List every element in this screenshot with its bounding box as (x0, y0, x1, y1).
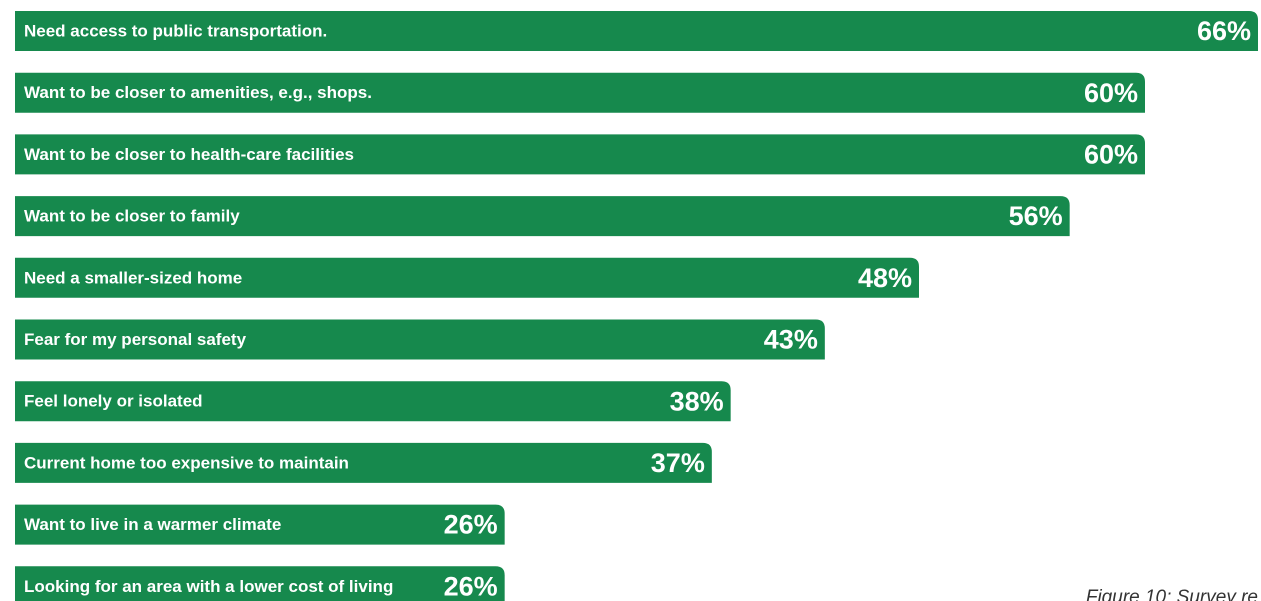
value-label: 56% (1009, 201, 1063, 231)
category-label: Want to be closer to family (24, 207, 240, 226)
value-label: 60% (1084, 78, 1138, 108)
value-label: 66% (1197, 16, 1251, 46)
category-label: Feel lonely or isolated (24, 392, 203, 411)
category-label: Want to be closer to health-care facilit… (24, 145, 354, 164)
value-label: 37% (651, 448, 705, 478)
figure-caption: Figure 10: Survey re (1086, 587, 1258, 601)
category-label: Fear for my personal safety (24, 330, 247, 349)
bar (15, 319, 825, 360)
value-label: 43% (764, 325, 818, 355)
category-label: Need access to public transportation. (24, 21, 327, 40)
category-label: Current home too expensive to maintain (24, 453, 349, 472)
category-label: Need a smaller-sized home (24, 268, 242, 287)
value-label: 60% (1084, 140, 1138, 170)
bar (15, 196, 1070, 237)
category-label: Want to be closer to amenities, e.g., sh… (24, 83, 372, 102)
bar (15, 72, 1145, 113)
bar (15, 257, 919, 298)
value-label: 48% (858, 263, 912, 293)
bar (15, 381, 731, 422)
value-label: 26% (444, 510, 498, 540)
bar (15, 566, 505, 601)
value-label: 38% (670, 386, 724, 416)
category-label: Want to live in a warmer climate (24, 515, 281, 534)
bar (15, 504, 505, 545)
value-label: 26% (444, 571, 498, 601)
bar (15, 134, 1145, 175)
category-label: Looking for an area with a lower cost of… (24, 577, 393, 596)
bar (15, 442, 712, 483)
bar (15, 11, 1258, 51)
